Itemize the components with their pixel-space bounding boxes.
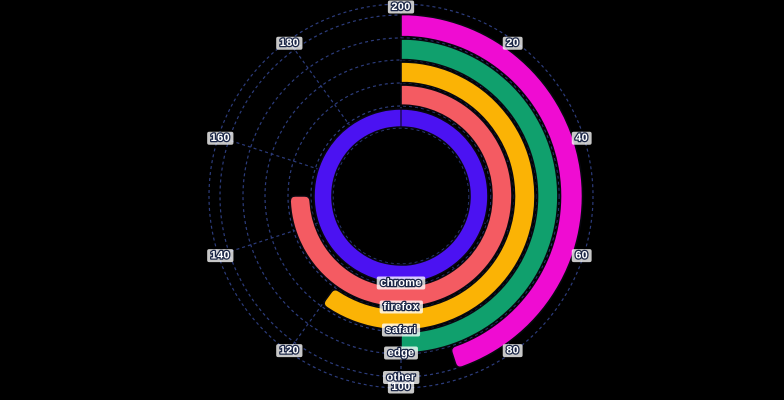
tick-label-80: 80 <box>506 345 519 357</box>
tick-label-20-group: 20 <box>502 36 523 51</box>
label-chip <box>384 346 418 360</box>
grid-circle <box>310 105 492 287</box>
label-chip <box>276 36 303 50</box>
bar-safari[interactable] <box>323 61 536 331</box>
tick-label-200: 200 <box>391 1 410 13</box>
bar-firefox[interactable] <box>289 84 513 308</box>
ring-label-other: other <box>387 371 416 383</box>
ring-label-edge-group: edge <box>384 346 418 360</box>
bar-other[interactable] <box>400 13 584 369</box>
tick-label-60: 60 <box>575 250 588 262</box>
label-chip <box>571 249 592 263</box>
ring-label-firefox-group: firefox <box>379 300 423 314</box>
tick-label-20: 20 <box>506 37 519 49</box>
label-chip <box>276 344 303 358</box>
tick-label-160-group: 160 <box>207 131 234 146</box>
label-chip <box>207 131 234 145</box>
label-chip <box>387 0 415 14</box>
label-chip <box>502 36 523 50</box>
label-chip <box>376 276 426 290</box>
tick-label-140-group: 140 <box>207 248 234 263</box>
tick-label-180: 180 <box>280 37 299 49</box>
ring-label-chrome-group: chrome <box>376 276 426 290</box>
grid-spoke <box>218 136 337 176</box>
ring-label-chrome: chrome <box>380 277 422 289</box>
label-chip <box>379 300 423 314</box>
ring-label-firefox: firefox <box>383 301 419 313</box>
grid-spoke <box>287 40 362 142</box>
label-chip <box>381 323 421 337</box>
ring-label-safari: safari <box>385 324 416 336</box>
label-chip <box>207 249 234 263</box>
ring-label-safari-group: safari <box>381 323 421 337</box>
tick-label-40-group: 40 <box>571 131 592 146</box>
ring-label-other-group: other <box>383 370 420 385</box>
tick-label-80-group: 80 <box>502 343 523 358</box>
label-chip <box>383 370 420 384</box>
tick-label-200-group: 200 <box>387 0 415 14</box>
tick-label-120-group: 120 <box>276 343 303 358</box>
tick-label-60-group: 60 <box>571 248 592 263</box>
grid-spoke <box>218 216 337 256</box>
ring-label-edge: edge <box>388 347 415 359</box>
label-chip <box>502 344 523 358</box>
tick-label-160: 160 <box>211 132 230 144</box>
tick-label-120: 120 <box>280 345 299 357</box>
tick-label-180-group: 180 <box>276 36 303 51</box>
tick-label-40: 40 <box>575 132 588 144</box>
label-chip <box>571 131 592 145</box>
tick-label-140: 140 <box>211 250 230 262</box>
